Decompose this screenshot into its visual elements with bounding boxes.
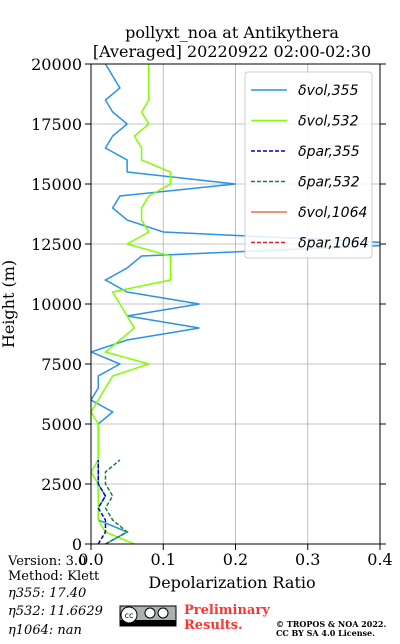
y-tick-label: 17500	[31, 115, 82, 134]
legend-label: δpar,355	[298, 144, 360, 160]
x-axis-label: Depolarization Ratio	[148, 573, 315, 592]
y-tick-label: 7500	[41, 355, 82, 374]
legend-label: δpar,1064	[298, 236, 369, 252]
profile-line	[97, 460, 107, 544]
copyright: © TROPOS & NOA 2022.	[276, 619, 386, 629]
plot-frame	[90, 63, 381, 545]
x-tick-label: 0.3	[295, 550, 320, 569]
profile-line	[91, 64, 380, 544]
legend: δvol,355 δvol,532 δpar,355 δpar,532 δvol,106…	[244, 71, 373, 259]
profile-line	[104, 459, 129, 544]
x-tick-label: 0.2	[223, 550, 248, 569]
info-text: η532: 11.6629	[8, 604, 103, 619]
chart-subtitle: [Averaged] 20220922 02:00-02:30	[93, 42, 371, 61]
legend-label: δvol,355	[298, 83, 359, 99]
copyright: CC BY SA 4.0 License.	[276, 628, 375, 638]
y-axis-label: Height (m)	[0, 260, 18, 348]
chart-title: pollyxt_noa at Antikythera	[125, 23, 339, 42]
cc-logo: cc	[119, 605, 177, 627]
legend-label: δpar,532	[298, 175, 360, 191]
info-text: η1064: nan	[8, 623, 82, 638]
legend-label: δvol,1064	[298, 205, 367, 221]
info-text: Method: Klett	[8, 569, 100, 584]
x-tick-label: 0.1	[151, 550, 176, 569]
x-tick-label: 0.4	[367, 550, 392, 569]
y-tick-label: 2500	[41, 475, 82, 494]
y-tick-label: 10000	[31, 295, 82, 314]
svg-text:cc: cc	[125, 611, 134, 620]
legend-label: δvol,532	[298, 114, 359, 130]
y-tick-label: 12500	[31, 235, 82, 254]
legend-box	[244, 71, 373, 259]
preliminary-note: Preliminary	[184, 603, 270, 618]
plot-area	[91, 64, 380, 544]
x-tick-label: 0.0	[78, 550, 103, 569]
y-tick-label: 20000	[31, 55, 82, 74]
y-tick-label: 0	[72, 535, 82, 554]
profile-line	[91, 64, 172, 544]
preliminary-note: Results.	[184, 618, 243, 633]
info-text: η355: 17.40	[8, 586, 86, 601]
y-tick-label: 15000	[31, 175, 82, 194]
y-tick-label: 5000	[41, 415, 82, 434]
info-text: Version: 3.0	[7, 554, 86, 569]
